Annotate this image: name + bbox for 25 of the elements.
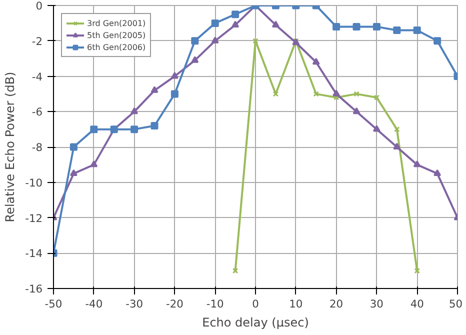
y-tick-label: -8 (32, 141, 43, 154)
y-tick-label: -14 (25, 247, 43, 260)
y-axis-title: Relative Echo Power (dB) (3, 72, 18, 222)
y-tick-label: -6 (32, 106, 43, 119)
x-tick-label: -20 (166, 298, 184, 310)
x-tick-label: 50 (448, 298, 463, 310)
x-tick-label: 40 (410, 298, 424, 310)
x-tick-label: -40 (85, 298, 103, 310)
x-tick-label: 10 (289, 298, 303, 310)
y-tick-label: -16 (25, 282, 43, 296)
y-tick-label: -4 (32, 70, 43, 84)
legend-label: 6th Gen(2006) (87, 42, 146, 52)
x-tick-label: 20 (330, 298, 344, 310)
x-tick-label: -30 (126, 298, 144, 310)
legend-label: 3rd Gen(2001) (87, 18, 146, 28)
x-tick-label: 0 (252, 298, 260, 310)
x-tick-label: -50 (44, 298, 62, 310)
x-tick-label: 30 (370, 298, 384, 310)
y-tick-label: -10 (25, 176, 43, 190)
x-tick-label: -10 (206, 298, 224, 310)
y-tick-label: -12 (25, 212, 42, 225)
y-tick-label: 0 (36, 0, 43, 12)
y-tick-label: -2 (32, 34, 43, 48)
legend-label: 5th Gen(2005) (87, 30, 146, 40)
x-axis-title: Echo delay (μsec) (202, 316, 309, 330)
